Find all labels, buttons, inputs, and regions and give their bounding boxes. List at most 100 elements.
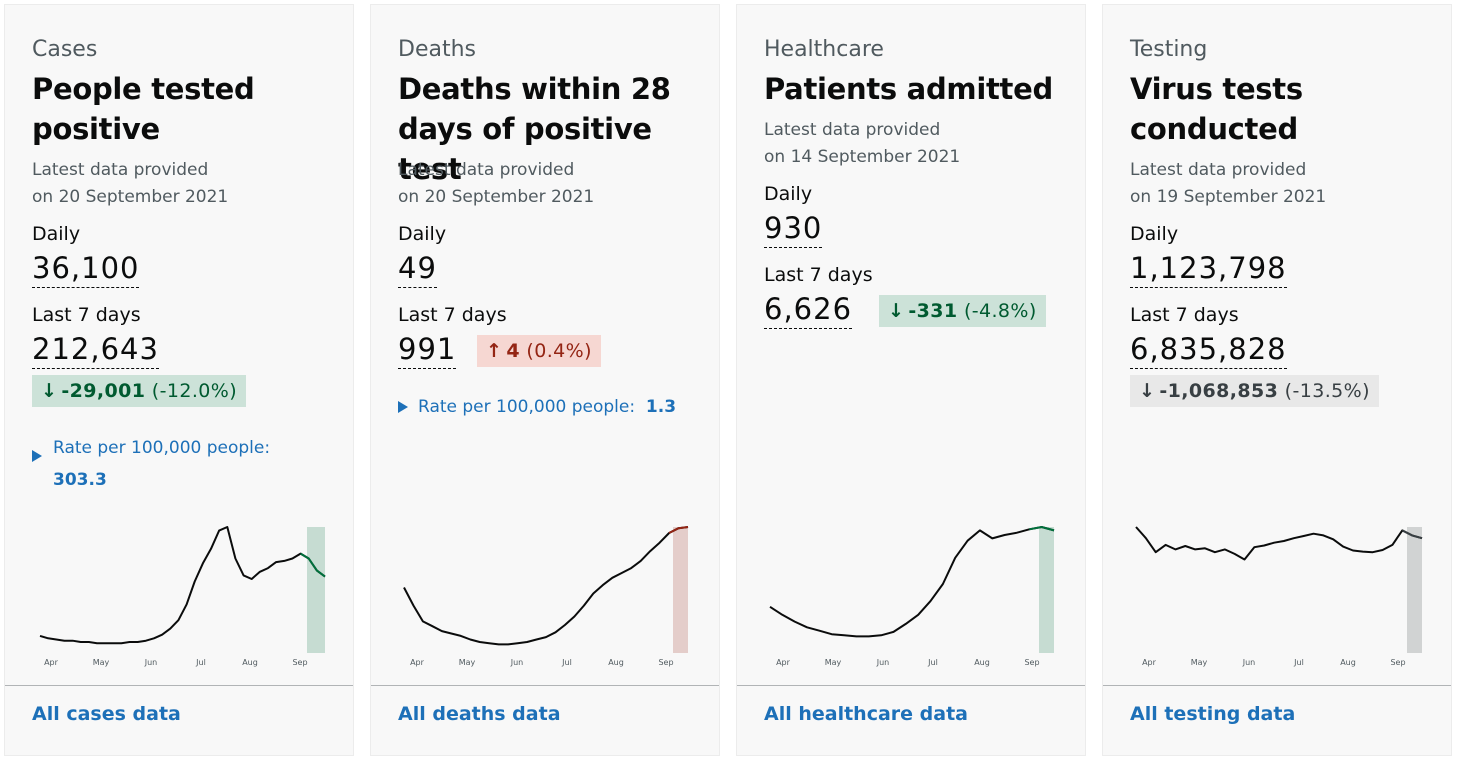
disclosure-triangle-icon	[32, 450, 42, 462]
latest-data-line2: on 20 September 2021	[398, 187, 595, 207]
arrow-down-icon: ↓	[888, 300, 905, 322]
sparkline-chart: Apr May Jun Jul Aug Sep	[39, 526, 326, 667]
card-title: People tested positive	[32, 72, 255, 146]
daily-value[interactable]: 930	[764, 211, 823, 248]
x-tick-label: Aug	[608, 658, 624, 667]
rate-label: Rate per 100,000 people:	[418, 397, 636, 417]
rate-value: 1.3	[645, 397, 677, 417]
x-tick-label: May	[825, 658, 842, 667]
latest-data-note: Latest data provided on 19 September 202…	[1130, 157, 1430, 211]
week-value[interactable]: 212,643	[32, 332, 159, 369]
x-tick-label: Jul	[195, 658, 206, 667]
week-label: Last 7 days	[398, 304, 507, 326]
x-tick-label: Aug	[974, 658, 990, 667]
card-title: Deaths within 28 days of positive test	[398, 72, 671, 186]
change-value: -1,068,853	[1159, 380, 1279, 402]
week-value[interactable]: 6,835,828	[1130, 332, 1287, 369]
highlight-band	[1039, 527, 1054, 653]
disclosure-triangle-icon	[398, 401, 408, 413]
all-cases-data-link[interactable]: All cases data	[32, 703, 181, 725]
x-tick-label: May	[1191, 658, 1208, 667]
x-tick-label: Jul	[927, 658, 938, 667]
rate-value: 303.3	[53, 470, 107, 490]
latest-data-note: Latest data provided on 14 September 202…	[764, 117, 1064, 171]
x-tick-label: Sep	[1024, 658, 1039, 667]
sparkline-chart: Apr May Jun Jul Aug Sep	[1135, 526, 1423, 667]
x-tick-label: Jun	[510, 658, 524, 667]
change-percent: (-12.0%)	[151, 380, 238, 402]
change-percent: (0.4%)	[526, 340, 592, 362]
arrow-up-icon: ↑	[486, 340, 503, 362]
x-tick-label: Jul	[1293, 658, 1304, 667]
latest-data-line1: Latest data provided	[1130, 160, 1307, 180]
latest-data-line2: on 14 September 2021	[764, 147, 961, 167]
x-tick-label: Apr	[410, 658, 425, 667]
card-topic: Deaths	[398, 37, 476, 62]
x-tick-label: Sep	[658, 658, 673, 667]
arrow-down-icon: ↓	[1139, 380, 1156, 402]
x-tick-label: Sep	[292, 658, 307, 667]
x-tick-label: Jun	[876, 658, 890, 667]
card-healthcare: Healthcare Patients admitted Latest data…	[736, 4, 1086, 756]
highlight-band	[307, 527, 325, 653]
x-tick-label: Sep	[1390, 658, 1405, 667]
series-line-recent	[668, 526, 689, 534]
divider	[1103, 685, 1451, 686]
x-tick-label: Apr	[44, 658, 59, 667]
card-cases: Cases People tested positive Latest data…	[4, 4, 354, 756]
daily-value[interactable]: 36,100	[32, 251, 140, 288]
rate-toggle[interactable]: Rate per 100,000 people: 1.3	[398, 391, 676, 423]
week-value[interactable]: 6,626	[764, 292, 853, 329]
series-line-recent	[1401, 529, 1423, 540]
x-tick-label: Apr	[776, 658, 791, 667]
latest-data-note: Latest data provided on 20 September 202…	[398, 157, 698, 211]
week-label: Last 7 days	[1130, 304, 1239, 326]
divider	[371, 685, 719, 686]
change-badge: ↓ -1,068,853 (-13.5%)	[1130, 375, 1379, 407]
latest-data-line2: on 19 September 2021	[1130, 187, 1327, 207]
all-healthcare-data-link[interactable]: All healthcare data	[764, 703, 968, 725]
x-tick-label: Jun	[144, 658, 158, 667]
series-line	[403, 526, 689, 646]
rate-toggle[interactable]: Rate per 100,000 people: 303.3	[32, 432, 332, 496]
series-line	[1135, 526, 1423, 561]
highlight-band	[1407, 527, 1422, 653]
latest-data-line1: Latest data provided	[32, 160, 209, 180]
change-value: -331	[908, 300, 958, 322]
daily-label: Daily	[32, 223, 81, 245]
series-line-recent	[300, 552, 326, 578]
daily-label: Daily	[764, 183, 813, 205]
daily-label: Daily	[1130, 223, 1179, 245]
card-topic: Cases	[32, 37, 98, 62]
x-tick-label: Jun	[1242, 658, 1256, 667]
latest-data-note: Latest data provided on 20 September 202…	[32, 157, 332, 211]
series-line-recent	[1029, 525, 1055, 532]
daily-value[interactable]: 49	[398, 251, 437, 288]
latest-data-line1: Latest data provided	[764, 120, 941, 140]
series-line	[39, 526, 326, 645]
change-value: -29,001	[61, 380, 146, 402]
divider	[737, 685, 1085, 686]
sparkline-chart: Apr May Jun Jul Aug Sep	[769, 525, 1055, 667]
daily-label: Daily	[398, 223, 447, 245]
sparkline-chart: Apr May Jun Jul Aug Sep	[403, 526, 689, 667]
highlight-band	[673, 527, 688, 653]
week-value[interactable]: 991	[398, 332, 457, 369]
card-title: Virus tests conducted	[1130, 72, 1303, 146]
card-title: Patients admitted	[764, 72, 1053, 106]
change-value: 4	[506, 340, 520, 362]
change-badge: ↓ -29,001 (-12.0%)	[32, 375, 247, 407]
x-tick-label: Apr	[1142, 658, 1157, 667]
week-label: Last 7 days	[764, 264, 873, 286]
daily-value[interactable]: 1,123,798	[1130, 251, 1287, 288]
card-topic: Healthcare	[764, 37, 884, 62]
all-deaths-data-link[interactable]: All deaths data	[398, 703, 561, 725]
card-testing: Testing Virus tests conducted Latest dat…	[1102, 4, 1452, 756]
x-tick-label: Aug	[1340, 658, 1356, 667]
card-topic: Testing	[1130, 37, 1208, 62]
series-line	[769, 526, 1055, 638]
x-tick-label: May	[93, 658, 110, 667]
all-testing-data-link[interactable]: All testing data	[1130, 703, 1296, 725]
change-percent: (-13.5%)	[1284, 380, 1370, 402]
